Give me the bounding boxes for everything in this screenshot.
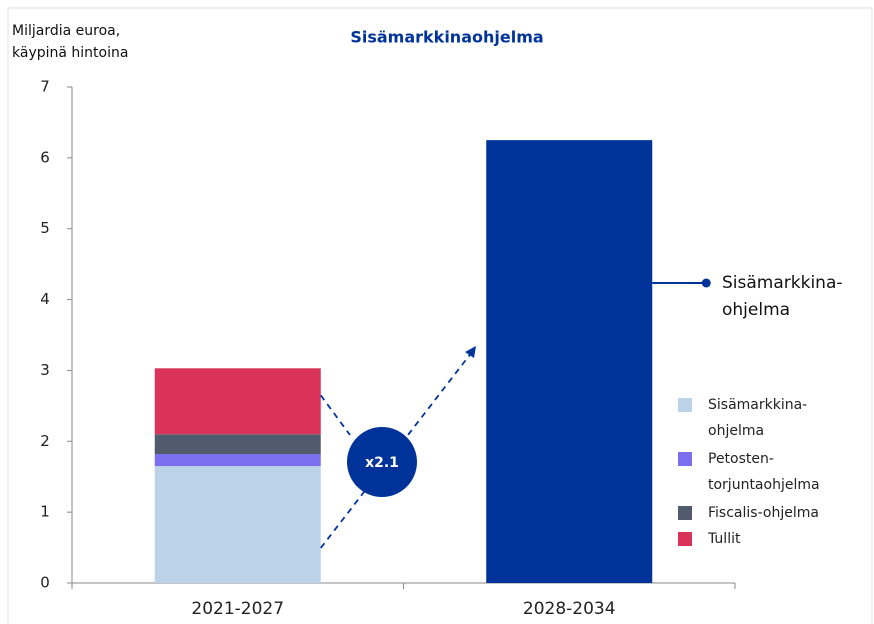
legend-item: Tullit: [678, 526, 828, 552]
frame: [7, 7, 873, 624]
dashed-connector: [320, 394, 351, 436]
y-tick-label: 6: [40, 148, 50, 166]
legend-item: Petosten-torjuntaohjelma: [678, 446, 828, 498]
annotation-dot: [701, 278, 711, 288]
legend-swatch: [678, 506, 692, 520]
x-tick-label: 2021-2027: [191, 599, 284, 619]
y-tick-label: 2: [40, 432, 50, 450]
bar-segment: [154, 434, 321, 455]
bar-segment: [154, 454, 321, 467]
x-tick-label: 2028-2034: [523, 599, 616, 619]
annotation-label: Sisämarkkina-ohjelma: [722, 273, 843, 320]
y-tick-label: 4: [40, 290, 50, 308]
legend-label: Tullit: [708, 531, 741, 547]
multiplier-badge: [347, 427, 417, 497]
bar-segment: [486, 140, 653, 583]
legend-item: Fiscalis-ohjelma: [678, 500, 828, 526]
bar-segment: [154, 466, 321, 583]
legend-swatch: [678, 398, 692, 412]
y-tick-label: 7: [40, 78, 50, 96]
arrow-head: [465, 346, 476, 358]
legend-swatch: [678, 452, 692, 466]
legend-label: Fiscalis-ohjelma: [708, 505, 819, 521]
chart-title: Sisämarkkinaohjelma: [350, 28, 543, 47]
legend-label: Petosten-torjuntaohjelma: [708, 451, 820, 493]
legend-swatch: [678, 532, 692, 546]
y-tick-label: 1: [40, 503, 50, 521]
y-tick-label: 5: [40, 219, 50, 237]
legend-label: Sisämarkkina-ohjelma: [708, 397, 808, 439]
y-tick-label: 3: [40, 361, 50, 379]
y-tick-label: 0: [40, 574, 50, 592]
legend-item: Sisämarkkina-ohjelma: [678, 392, 828, 444]
y-axis-label: Miljardia euroa, käypinä hintoina: [12, 23, 129, 61]
bar-segment: [154, 368, 321, 435]
multiplier-label: x2.1: [365, 455, 399, 471]
